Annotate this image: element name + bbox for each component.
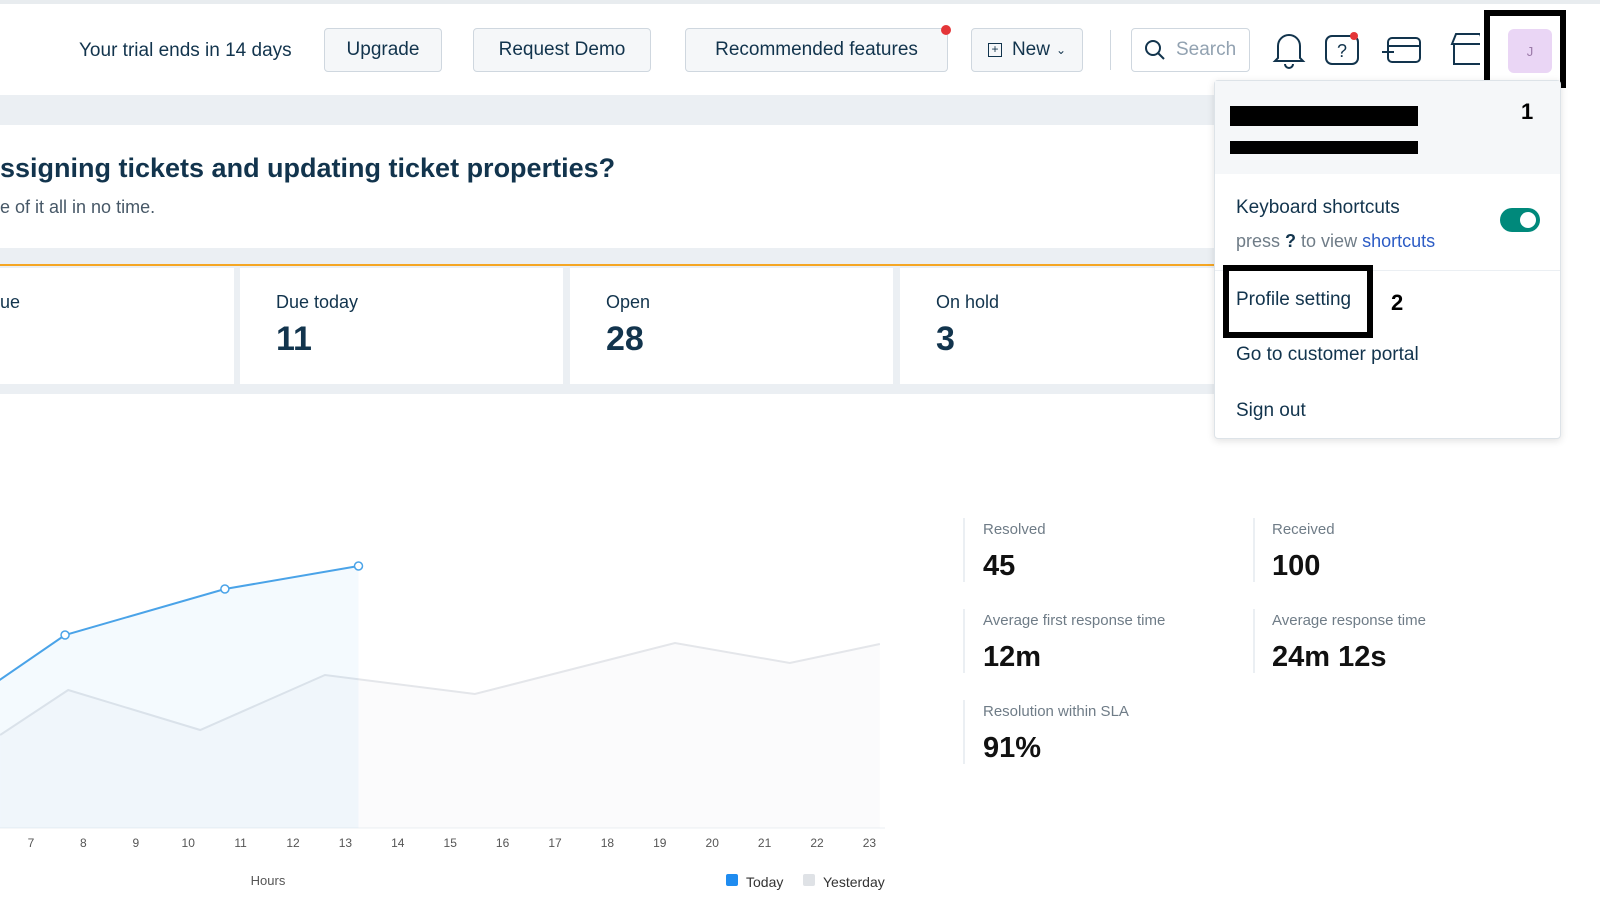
x-tick-label: 10 bbox=[182, 836, 196, 850]
legend-label: Today bbox=[746, 874, 783, 890]
x-tick-label: 9 bbox=[132, 836, 139, 850]
redacted-email bbox=[1230, 141, 1418, 154]
stat-border bbox=[963, 609, 965, 673]
series-line bbox=[0, 565, 359, 681]
divider bbox=[1110, 30, 1111, 70]
separator bbox=[1215, 270, 1560, 271]
trial-text: Your trial ends in 14 days bbox=[79, 40, 292, 61]
stat-value: 100 bbox=[1272, 550, 1321, 582]
menu-item[interactable]: Profile setting bbox=[1236, 289, 1352, 310]
header-icons[interactable]: ? bbox=[1270, 30, 1480, 70]
profile-highlight bbox=[1223, 265, 1373, 338]
hint-text: press bbox=[1236, 231, 1281, 251]
stat-value: 12m bbox=[983, 641, 1042, 673]
annotation-number: 2 bbox=[1391, 290, 1404, 315]
card-label: ue bbox=[0, 292, 21, 312]
stat-label: Resolved bbox=[983, 521, 1046, 538]
x-axis-label: Hours bbox=[251, 873, 286, 888]
avatar[interactable]: J bbox=[1508, 29, 1552, 73]
x-tick-label: 7 bbox=[28, 836, 35, 850]
card-value: 11 bbox=[276, 320, 312, 358]
redacted-name bbox=[1230, 106, 1418, 126]
shortcut-hint: press ? to view shortcuts bbox=[1236, 231, 1435, 252]
request-demo-button[interactable]: Request Demo bbox=[473, 28, 651, 72]
stat-value: 91% bbox=[983, 732, 1042, 764]
banner-subtitle: e of it all in no time. bbox=[0, 197, 156, 217]
annotation-number: 1 bbox=[1521, 99, 1534, 124]
x-tick-label: 11 bbox=[234, 836, 247, 850]
x-tick-label: 14 bbox=[391, 836, 405, 850]
band bbox=[0, 95, 1215, 125]
stat-label: Average first response time bbox=[983, 612, 1166, 629]
card-label: Due today bbox=[276, 292, 359, 312]
hint-text: to view bbox=[1301, 231, 1358, 251]
band bbox=[0, 248, 1215, 266]
search-icon bbox=[1145, 40, 1165, 60]
stat-value: 45 bbox=[983, 550, 1016, 582]
point bbox=[220, 584, 230, 594]
point bbox=[353, 561, 364, 571]
x-tick-label: 8 bbox=[80, 836, 87, 850]
menu-header bbox=[1215, 81, 1560, 174]
stat-label: Average response time bbox=[1272, 612, 1426, 629]
notification-dot bbox=[941, 25, 951, 35]
card[interactable]: Open 28 bbox=[570, 268, 893, 384]
stat-label: Received bbox=[1272, 521, 1335, 538]
stat-border bbox=[963, 518, 965, 582]
x-tick-label: 12 bbox=[286, 836, 300, 850]
stat-value: 24m 12s bbox=[1272, 641, 1387, 673]
accent-line bbox=[0, 264, 1215, 266]
legend-swatch bbox=[803, 874, 815, 886]
banner-title: ssigning tickets and updating ticket pro… bbox=[0, 153, 616, 183]
toggle[interactable] bbox=[1500, 208, 1540, 232]
series-area bbox=[0, 643, 880, 828]
stat-border bbox=[1253, 518, 1255, 582]
shortcuts-link[interactable]: shortcuts bbox=[1362, 231, 1436, 251]
x-tick-label: 21 bbox=[758, 836, 772, 850]
stat-label: Resolution within SLA bbox=[983, 703, 1129, 720]
stat-border bbox=[963, 700, 965, 764]
chart: 7 8 9 10 11 12 13 14 15 16 17 18 19 20 21 22 23 Hours Toda… bbox=[0, 561, 885, 890]
svg-text:?: ? bbox=[1337, 41, 1347, 61]
menu-item[interactable]: Go to customer portal bbox=[1236, 344, 1419, 365]
new-label: New bbox=[1011, 39, 1050, 60]
top-edge bbox=[0, 0, 1600, 4]
series-area bbox=[0, 566, 359, 828]
x-tick-label: 15 bbox=[444, 836, 458, 850]
card-value: 28 bbox=[606, 320, 644, 358]
hint-key: ? bbox=[1285, 231, 1297, 251]
x-tick-label: 17 bbox=[548, 836, 562, 850]
x-tick-label: 23 bbox=[863, 836, 877, 850]
x-tick-label: 20 bbox=[706, 836, 720, 850]
card[interactable]: Due today 11 bbox=[240, 268, 563, 384]
stat-border bbox=[1253, 609, 1255, 673]
x-tick-label: 16 bbox=[496, 836, 510, 850]
profile-menu: 1 Keyboard shortcuts press ? to view sho… bbox=[1214, 80, 1561, 439]
new-button[interactable]: + New ⌄ bbox=[971, 28, 1083, 72]
legend-label: Yesterday bbox=[823, 874, 885, 890]
x-tick-label: 18 bbox=[601, 836, 615, 850]
card[interactable]: ue bbox=[0, 268, 234, 384]
card-label: On hold bbox=[936, 292, 1000, 312]
upgrade-button[interactable]: Upgrade bbox=[324, 28, 442, 72]
legend-swatch bbox=[726, 874, 738, 886]
series-line bbox=[0, 641, 881, 736]
menu-item[interactable]: Keyboard shortcuts bbox=[1236, 197, 1400, 218]
card[interactable]: On hold 3 bbox=[900, 268, 1220, 384]
search-box[interactable]: Search bbox=[1131, 28, 1250, 72]
x-tick-label: 22 bbox=[810, 836, 824, 850]
recommended-button[interactable]: Recommended features bbox=[685, 28, 948, 72]
point bbox=[60, 630, 70, 640]
card-label: Open bbox=[606, 292, 651, 312]
menu-item[interactable]: Sign out bbox=[1236, 400, 1306, 421]
card-value: 3 bbox=[936, 320, 955, 358]
x-tick-label: 13 bbox=[339, 836, 353, 850]
x-tick-label: 19 bbox=[653, 836, 667, 850]
search-placeholder: Search bbox=[1176, 39, 1237, 60]
